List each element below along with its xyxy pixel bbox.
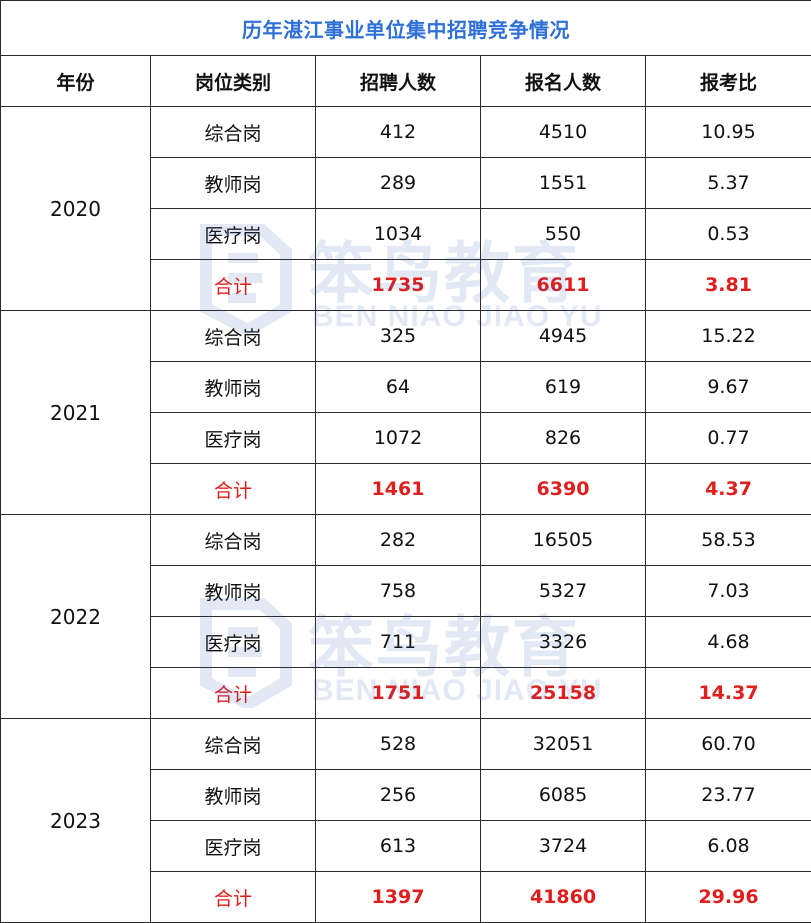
category-cell: 教师岗 (150, 361, 316, 413)
apply-cell: 550 (480, 208, 646, 260)
total-label-cell: 合计 (150, 463, 316, 515)
ratio-cell: 15.22 (644, 310, 811, 362)
category-cell: 医疗岗 (150, 412, 316, 464)
total-row: 合计 1397 41860 29.96 (1, 871, 811, 923)
table-row: 2023 综合岗 528 32051 60.70 (0, 718, 811, 923)
category-cell: 综合岗 (150, 106, 316, 158)
recruit-cell: 1072 (315, 412, 481, 464)
category-cell: 综合岗 (150, 310, 316, 362)
category-cell: 综合岗 (150, 514, 316, 566)
ratio-cell: 0.53 (644, 208, 811, 260)
total-apply-cell: 25158 (480, 667, 646, 719)
total-apply-cell: 6390 (480, 463, 646, 515)
apply-cell: 32051 (480, 718, 646, 770)
ratio-cell: 60.70 (644, 718, 811, 770)
recruit-cell: 1034 (315, 208, 481, 260)
total-ratio-cell: 4.37 (644, 463, 811, 515)
total-label-cell: 合计 (150, 871, 316, 923)
table-row: 教师岗 758 5327 7.03 (1, 565, 811, 617)
apply-cell: 16505 (480, 514, 646, 566)
recruit-cell: 325 (315, 310, 481, 362)
table-row: 医疗岗 711 3326 4.68 (1, 616, 811, 668)
apply-cell: 3724 (480, 820, 646, 872)
apply-cell: 1551 (480, 157, 646, 209)
category-cell: 教师岗 (150, 565, 316, 617)
total-recruit-cell: 1461 (315, 463, 481, 515)
category-cell: 医疗岗 (150, 820, 316, 872)
total-ratio-cell: 3.81 (644, 259, 811, 311)
recruit-cell: 64 (315, 361, 481, 413)
recruit-cell: 528 (315, 718, 481, 770)
year-cell: 2023 (0, 718, 151, 923)
ratio-cell: 5.37 (644, 157, 811, 209)
total-row: 合计 1461 6390 4.37 (1, 463, 811, 515)
apply-cell: 6085 (480, 769, 646, 821)
header-category: 岗位类别 (150, 55, 316, 107)
total-apply-cell: 6611 (480, 259, 646, 311)
recruit-cell: 289 (315, 157, 481, 209)
total-apply-cell: 41860 (480, 871, 646, 923)
total-label-cell: 合计 (150, 259, 316, 311)
apply-cell: 3326 (480, 616, 646, 668)
total-recruit-cell: 1735 (315, 259, 481, 311)
category-cell: 医疗岗 (150, 616, 316, 668)
header-year: 年份 (0, 55, 151, 107)
category-cell: 教师岗 (150, 769, 316, 821)
ratio-cell: 6.08 (644, 820, 811, 872)
table-row: 2020 综合岗 412 4510 10.95 (0, 106, 811, 311)
recruit-cell: 412 (315, 106, 481, 158)
total-row: 合计 1735 6611 3.81 (1, 259, 811, 311)
ratio-cell: 58.53 (644, 514, 811, 566)
table-row: 医疗岗 1034 550 0.53 (1, 208, 811, 260)
recruit-cell: 758 (315, 565, 481, 617)
ratio-cell: 0.77 (644, 412, 811, 464)
total-recruit-cell: 1751 (315, 667, 481, 719)
category-cell: 教师岗 (150, 157, 316, 209)
total-ratio-cell: 29.96 (644, 871, 811, 923)
ratio-cell: 4.68 (644, 616, 811, 668)
recruit-cell: 613 (315, 820, 481, 872)
year-cell: 2020 (0, 106, 151, 311)
total-recruit-cell: 1397 (315, 871, 481, 923)
recruit-cell: 256 (315, 769, 481, 821)
table-row: 教师岗 64 619 9.67 (1, 361, 811, 413)
apply-cell: 4945 (480, 310, 646, 362)
year-cell: 2021 (0, 310, 151, 515)
apply-cell: 619 (480, 361, 646, 413)
table-row: 2022 综合岗 282 16505 58.53 (0, 514, 811, 719)
ratio-cell: 23.77 (644, 769, 811, 821)
ratio-cell: 10.95 (644, 106, 811, 158)
table-row: 医疗岗 1072 826 0.77 (1, 412, 811, 464)
year-cell: 2022 (0, 514, 151, 719)
table-row: 医疗岗 613 3724 6.08 (1, 820, 811, 872)
total-label-cell: 合计 (150, 667, 316, 719)
header-ratio: 报考比 (644, 55, 811, 107)
header-recruit-count: 招聘人数 (315, 55, 481, 107)
recruit-cell: 711 (315, 616, 481, 668)
table-row: 教师岗 289 1551 5.37 (1, 157, 811, 209)
total-ratio-cell: 14.37 (644, 667, 811, 719)
ratio-cell: 9.67 (644, 361, 811, 413)
ratio-cell: 7.03 (644, 565, 811, 617)
category-cell: 综合岗 (150, 718, 316, 770)
title-row: 历年湛江事业单位集中招聘竞争情况 (0, 0, 811, 56)
recruit-cell: 282 (315, 514, 481, 566)
table-title: 历年湛江事业单位集中招聘竞争情况 (0, 0, 811, 56)
header-row: 年份 岗位类别 招聘人数 报名人数 报考比 (0, 55, 811, 107)
table-row: 2021 综合岗 325 4945 15.22 (0, 310, 811, 515)
header-apply-count: 报名人数 (480, 55, 646, 107)
apply-cell: 826 (480, 412, 646, 464)
apply-cell: 5327 (480, 565, 646, 617)
apply-cell: 4510 (480, 106, 646, 158)
category-cell: 医疗岗 (150, 208, 316, 260)
